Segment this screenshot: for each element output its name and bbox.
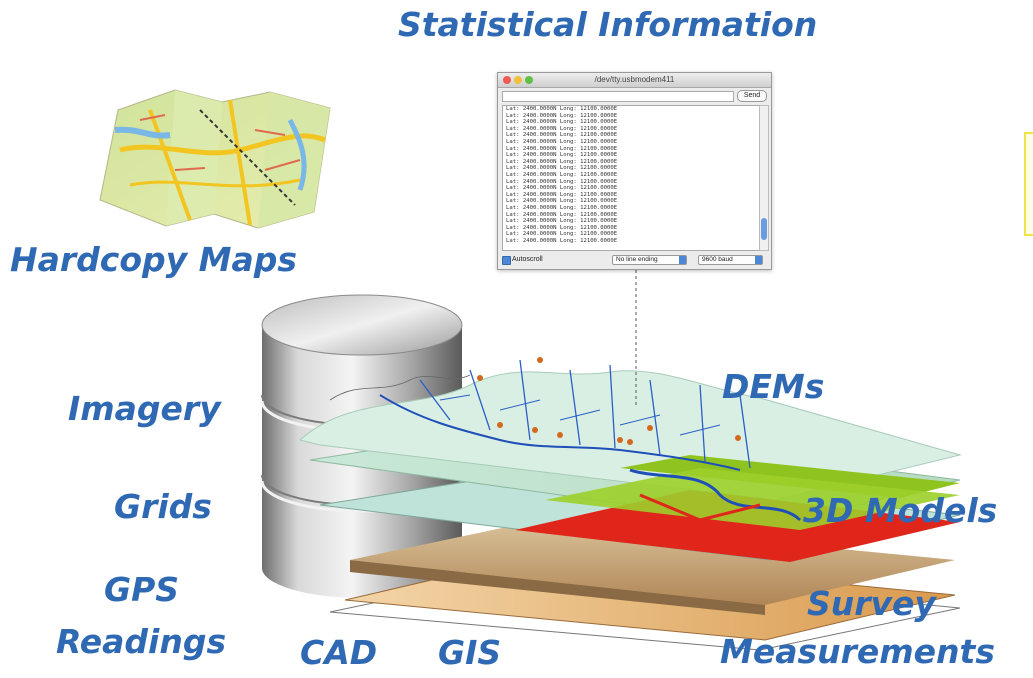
label-statistical-information: Statistical Information <box>398 5 818 44</box>
serial-window-titlebar: /dev/tty.usbmodem411 <box>498 73 771 88</box>
scrollbar-thumb[interactable] <box>761 218 767 240</box>
label-gps: GPS <box>104 570 180 609</box>
baud-rate-select[interactable]: 9600 baud <box>698 255 763 265</box>
send-button[interactable]: Send <box>737 90 767 102</box>
serial-output-line: Lat: 2400.0000N Long: 12100.0000E <box>506 185 618 192</box>
serial-output-line: Lat: 2400.0000N Long: 12100.0000E <box>506 165 618 172</box>
serial-output-line: Lat: 2400.0000N Long: 12100.0000E <box>506 132 618 139</box>
serial-monitor-window: /dev/tty.usbmodem411 Send Lat: 2400.0000… <box>497 72 772 270</box>
label-readings: Readings <box>56 622 227 661</box>
serial-output-area: Lat: 2400.0000N Long: 12100.0000E Lat: 2… <box>502 105 760 251</box>
close-window-icon[interactable] <box>503 76 511 84</box>
label-3d-models: 3D Models <box>803 491 998 530</box>
serial-output-line: Lat: 2400.0000N Long: 12100.0000E <box>506 145 618 152</box>
serial-output-line: Lat: 2400.0000N Long: 12100.0000E <box>506 218 618 225</box>
hardcopy-map-image <box>99 89 331 229</box>
serial-output-line: Lat: 2400.0000N Long: 12100.0000E <box>506 106 618 112</box>
label-hardcopy-maps: Hardcopy Maps <box>10 240 298 279</box>
serial-output-line: Lat: 2400.0000N Long: 12100.0000E <box>506 138 618 145</box>
baud-rate-value: 9600 baud <box>702 256 733 263</box>
line-ending-value: No line ending <box>616 256 658 263</box>
serial-output-line: Lat: 2400.0000N Long: 12100.0000E <box>506 112 618 119</box>
serial-output-line: Lat: 2400.0000N Long: 12100.0000E <box>506 224 618 231</box>
serial-output-line: Lat: 2400.0000N Long: 12100.0000E <box>506 204 618 211</box>
serial-window-title: /dev/tty.usbmodem411 <box>594 75 675 84</box>
label-survey: Survey <box>807 584 936 623</box>
serial-output-line: Lat: 2400.0000N Long: 12100.0000E <box>506 152 618 159</box>
serial-output-line: Lat: 2400.0000N Long: 12100.0000E <box>506 211 618 218</box>
line-ending-select[interactable]: No line ending <box>612 255 687 265</box>
serial-output-line: Lat: 2400.0000N Long: 12100.0000E <box>506 171 618 178</box>
label-dems: DEMs <box>722 367 825 406</box>
minimize-window-icon[interactable] <box>514 76 522 84</box>
send-row: Send <box>502 90 767 102</box>
serial-output-line: Lat: 2400.0000N Long: 12100.0000E <box>506 231 618 238</box>
serial-output-line: Lat: 2400.0000N Long: 12100.0000E <box>506 237 618 244</box>
label-cad: CAD <box>300 633 378 672</box>
serial-output-line: Lat: 2400.0000N Long: 12100.0000E <box>506 125 618 132</box>
label-grids: Grids <box>114 487 212 526</box>
label-imagery: Imagery <box>68 389 221 428</box>
serial-output-line: Lat: 2400.0000N Long: 12100.0000E <box>506 119 618 126</box>
cropped-yellow-callout <box>1024 132 1033 236</box>
serial-input-field[interactable] <box>502 91 734 102</box>
serial-output-line: Lat: 2400.0000N Long: 12100.0000E <box>506 178 618 185</box>
zoom-window-icon[interactable] <box>525 76 533 84</box>
gis-layers-stack <box>298 270 962 651</box>
serial-output-line: Lat: 2400.0000N Long: 12100.0000E <box>506 198 618 205</box>
serial-footer: Autoscroll No line ending 9600 baud <box>502 255 767 265</box>
serial-output-line: Lat: 2400.0000N Long: 12100.0000E <box>506 191 618 198</box>
autoscroll-checkbox[interactable] <box>502 256 511 265</box>
chevron-down-icon <box>755 256 762 264</box>
serial-scrollbar[interactable] <box>759 105 769 251</box>
label-measurements: Measurements <box>720 632 995 671</box>
chevron-down-icon <box>679 256 686 264</box>
serial-output-line: Lat: 2400.0000N Long: 12100.0000E <box>506 158 618 165</box>
autoscroll-label: Autoscroll <box>512 256 543 263</box>
label-gis: GIS <box>438 633 502 672</box>
